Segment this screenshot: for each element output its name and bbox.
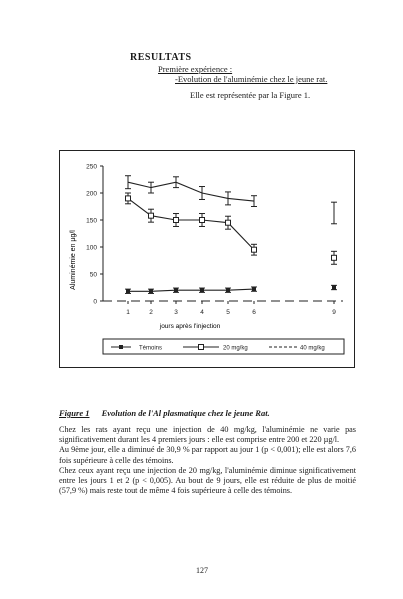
paragraph-3: Chez ceux ayant reçu une injection de 20… — [59, 465, 356, 496]
legend-marker-2 — [198, 344, 204, 350]
y-tick-label: 0 — [93, 299, 97, 306]
series-1-point-6 — [252, 287, 256, 292]
aluminemie-chart: 0 50 100 150 200 250 1 2 3 4 5 6 9 Aluminémie en µg/… — [70, 164, 345, 355]
series-1-line — [128, 288, 255, 292]
series-2-point-2 — [148, 212, 154, 219]
series-3-point-5-errorbar — [225, 191, 231, 206]
series-3-point-6-errorbar — [251, 195, 257, 207]
results-title: RESULTATS — [130, 52, 192, 63]
series-3-point-3-errorbar — [173, 176, 179, 189]
section-subheading: -Evolution de l'aluminémie chez le jeune… — [175, 74, 328, 84]
series-1-point-5 — [226, 288, 230, 293]
series-1-point-4 — [200, 288, 204, 293]
paragraph-2: Au 9ème jour, elle a diminué de 30,9 % p… — [59, 445, 356, 465]
x-tick-label: 6 — [252, 309, 256, 316]
x-tick-label: 5 — [226, 309, 230, 316]
legend-label-2: 20 mg/kg — [223, 346, 248, 352]
series-1-point-7 — [332, 285, 336, 290]
series-2-point-4 — [199, 217, 205, 223]
y-axis-label: Aluminémie en µg/l — [70, 230, 77, 290]
series-2-point-1 — [125, 195, 131, 202]
figure-frame — [59, 150, 355, 368]
figure-caption: Figure 1 Evolution de l'Al plasmatique c… — [59, 408, 270, 418]
x-tick-label: 2 — [149, 309, 153, 316]
figure-caption-text: Evolution de l'Al plasmatique chez le je… — [101, 408, 270, 418]
series-2-point-6 — [251, 246, 257, 253]
series-3-point-7-errorbar — [331, 201, 337, 225]
y-tick-label: 200 — [86, 191, 97, 198]
chart-legend: Témoins 20 mg/kg 40 mg/kg — [102, 338, 345, 355]
figure-label: Figure 1 — [59, 408, 90, 418]
chart-series — [125, 175, 337, 294]
legend-label-1: Témoins — [139, 346, 162, 352]
series-2-point-5 — [225, 219, 231, 226]
body-text: Chez les rats ayant reçu une injection d… — [59, 425, 356, 496]
intro-text: Elle est représentée par la Figure 1. — [190, 90, 311, 100]
y-tick-label: 250 — [86, 164, 97, 171]
y-tick-label: 150 — [86, 218, 97, 225]
series-1-point-1 — [126, 289, 130, 294]
series-1-point-3 — [174, 288, 178, 293]
chart-axes — [102, 166, 343, 302]
x-tick-label: 3 — [174, 309, 178, 316]
legend-label-3: 40 mg/kg — [300, 346, 325, 352]
series-2-line — [127, 197, 255, 251]
x-tick-label: 9 — [332, 309, 336, 316]
legend-box — [102, 338, 345, 355]
legend-marker-1 — [119, 345, 123, 349]
series-3-point-1-errorbar — [125, 175, 131, 190]
series-1-point-2 — [149, 289, 153, 294]
series-3-point-4-errorbar — [199, 186, 205, 200]
y-tick-label: 100 — [86, 245, 97, 252]
series-2-point-3 — [173, 217, 179, 223]
chart-ticks: 0 50 100 150 200 250 1 2 3 4 5 6 9 — [86, 164, 336, 317]
x-tick-label: 4 — [200, 309, 204, 316]
x-tick-label: 1 — [126, 309, 130, 316]
experiment-subtitle: Première expérience : — [158, 64, 233, 74]
y-tick-label: 50 — [90, 272, 98, 279]
series-3-point-2-errorbar — [148, 181, 154, 194]
x-axis-label: jours après l'injection — [159, 323, 221, 330]
series-2-point-7 — [331, 254, 337, 261]
page-number: 127 — [196, 566, 208, 575]
paragraph-1: Chez les rats ayant reçu une injection d… — [59, 425, 356, 445]
series-3-line — [127, 181, 255, 202]
